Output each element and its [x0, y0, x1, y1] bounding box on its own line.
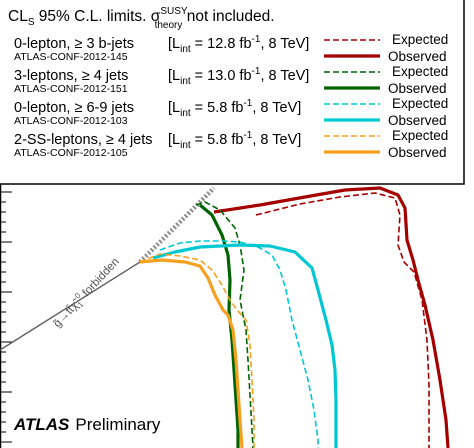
legend-expected-label: Expected: [392, 96, 448, 111]
limit-curve-4: [198, 203, 240, 448]
limit-curve-6: [152, 243, 338, 448]
kinematic-limit-solid: [0, 261, 141, 351]
experiment-label: ATLAS Preliminary: [13, 415, 161, 434]
legend-expected-label: Expected: [392, 128, 448, 143]
luminosity-label: [Lint = 5.8 fb-1, 8 TeV]: [168, 130, 301, 151]
luminosity-label: [Lint = 13.0 fb-1, 8 TeV]: [168, 66, 309, 87]
preliminary-label: Preliminary: [75, 415, 161, 434]
legend: CLS 95% C.L. limits. σSUSY theory not inc…: [0, 0, 465, 185]
conf-note: ATLAS-CONF-2012-145: [14, 51, 128, 63]
analysis-name: 3-leptons, ≥ 4 jets: [14, 68, 128, 84]
legend-expected-label: Expected: [392, 64, 448, 79]
forbidden-region-label: g̃→tt̄χ̃10 forbidden: [49, 254, 123, 332]
legend-expected-label: Expected: [392, 32, 448, 47]
limit-curve-2: [213, 186, 450, 448]
atlas-label: ATLAS: [13, 415, 70, 434]
conf-note: ATLAS-CONF-2012-105: [14, 147, 128, 159]
luminosity-label: [Lint = 12.8 fb-1, 8 TeV]: [168, 34, 309, 55]
limit-curve-7: [139, 253, 255, 448]
kinematic-limit-dotted: [138, 186, 216, 264]
chart-title: CLS 95% C.L. limits. σSUSY theory not inc…: [8, 6, 275, 31]
legend-observed-label: Observed: [388, 113, 447, 128]
analysis-name: 0-lepton, ≥ 3 b-jets: [14, 36, 134, 52]
conf-note: ATLAS-CONF-2012-103: [14, 115, 128, 127]
luminosity-label: [Lint = 5.8 fb-1, 8 TeV]: [168, 98, 301, 119]
limit-curve-3: [195, 201, 254, 448]
legend-entry: 2-SS-leptons, ≥ 4 jetsATLAS-CONF-2012-10…: [14, 128, 448, 160]
limit-curve-1: [255, 192, 430, 448]
limit-curve-8: [139, 258, 244, 448]
conf-note: ATLAS-CONF-2012-151: [14, 83, 128, 95]
limit-curve-5: [159, 240, 319, 448]
legend-box: [0, 0, 465, 185]
analysis-name: 0-lepton, ≥ 6-9 jets: [14, 100, 134, 116]
legend-observed-label: Observed: [388, 49, 447, 64]
legend-observed-label: Observed: [388, 145, 447, 160]
analysis-name: 2-SS-leptons, ≥ 4 jets: [14, 132, 153, 148]
limit-curves: [139, 186, 450, 448]
kinematic-boundary: [0, 186, 216, 351]
legend-observed-label: Observed: [388, 81, 447, 96]
y-axis-ticks: [0, 191, 12, 443]
